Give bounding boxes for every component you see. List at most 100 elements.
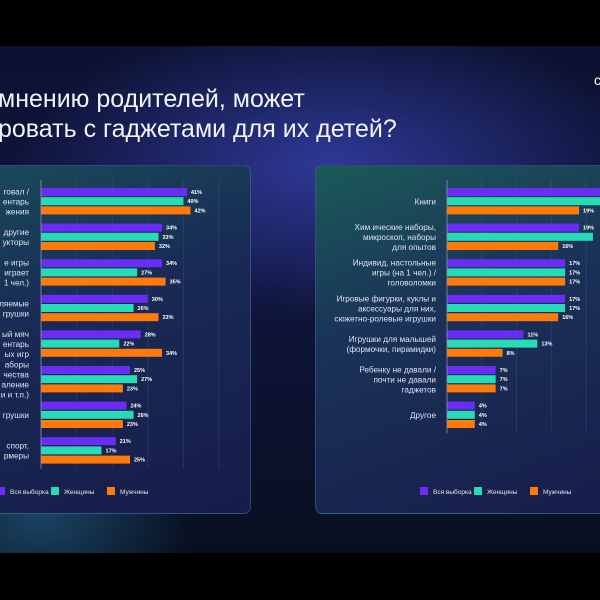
value-label: 7% bbox=[500, 386, 508, 392]
value-label: 17% bbox=[569, 261, 580, 267]
legend-label: Женщины bbox=[487, 489, 518, 496]
value-label: 34% bbox=[166, 261, 177, 267]
bar-Мужчины bbox=[447, 313, 559, 322]
value-label: 35% bbox=[170, 280, 181, 286]
category-label: аление bbox=[1, 381, 29, 390]
bar-Женщины bbox=[447, 197, 600, 206]
value-label: 23% bbox=[127, 386, 138, 392]
bar-Мужчины bbox=[447, 348, 503, 357]
value-label: 28% bbox=[145, 332, 156, 338]
chart-panel-right: Книги 19% Хим.ические наборы, микроскоп, на… bbox=[315, 165, 600, 514]
category-label: Ребенку не давали / bbox=[359, 366, 436, 375]
category-label: аборы bbox=[5, 361, 29, 370]
bar-Мужчины bbox=[41, 206, 191, 215]
category-label: Книги bbox=[415, 198, 436, 207]
legend-swatch bbox=[530, 487, 538, 495]
category-label: ых игр bbox=[5, 350, 30, 359]
bar-Вся выборка bbox=[447, 330, 524, 339]
category-label: аксессуары для них, bbox=[358, 304, 436, 313]
category-label: спорт, bbox=[6, 442, 29, 451]
category-label: ентарь bbox=[3, 340, 29, 349]
legend-swatch bbox=[420, 487, 428, 495]
category-label: (формочки, пирамидки) bbox=[346, 345, 436, 354]
value-label: 19% bbox=[583, 208, 594, 214]
bar-chart-left: говал /ентарьжения41%40%42%другиеукторы3… bbox=[0, 180, 220, 496]
category-label: гаджетов bbox=[402, 386, 436, 395]
value-label: 30% bbox=[152, 297, 163, 303]
category-label: ый мяч bbox=[2, 330, 29, 339]
category-label: сюжетно-ролевые игрушки bbox=[334, 314, 436, 323]
category-label: играет bbox=[4, 269, 29, 278]
bar-Мужчины bbox=[447, 384, 496, 393]
bar-Вся выборка bbox=[447, 366, 496, 374]
legend-label: Мужчины bbox=[120, 489, 149, 496]
bar-Вся выборка bbox=[447, 259, 566, 268]
value-label: 23% bbox=[127, 422, 138, 428]
category-label: Другое bbox=[410, 411, 436, 420]
category-label: укторы bbox=[3, 238, 30, 247]
value-label: 34% bbox=[166, 226, 177, 232]
category-label: Игрушки для малышей bbox=[349, 335, 436, 344]
category-label: игры (на 1 чел.) / bbox=[372, 269, 437, 278]
value-label: 32% bbox=[159, 244, 170, 250]
chart-panel-left: говал / ентарь жения 41% 40% 42% другие укторы 3… bbox=[0, 165, 251, 514]
value-label: 16% bbox=[562, 244, 573, 250]
value-label: 17% bbox=[569, 270, 580, 276]
value-label: 17% bbox=[569, 306, 580, 312]
bar-Женщины bbox=[41, 232, 159, 241]
category-label: головоломки bbox=[388, 279, 436, 288]
bar-Женщины bbox=[41, 410, 134, 419]
bar-Вся выборка bbox=[41, 259, 163, 268]
category-label: грушки bbox=[3, 309, 29, 318]
bar-Женщины bbox=[41, 375, 138, 384]
category-label: 1 чел.) bbox=[4, 279, 29, 288]
value-label: 17% bbox=[106, 448, 117, 454]
bar-Женщины bbox=[447, 232, 593, 241]
bar-Мужчины bbox=[41, 384, 123, 393]
bar-Мужчины bbox=[447, 420, 475, 428]
legend-swatch bbox=[474, 487, 482, 495]
bar-Женщины bbox=[447, 339, 538, 348]
bar-Мужчины bbox=[41, 455, 130, 464]
value-label: 26% bbox=[138, 413, 149, 419]
bar-Женщины bbox=[41, 339, 120, 348]
legend-label: Мужчины bbox=[543, 489, 572, 496]
category-label: микроскоп, наборы bbox=[363, 233, 436, 242]
value-label: 25% bbox=[134, 368, 145, 374]
bar-Вся выборка bbox=[41, 330, 141, 339]
bar-Женщины bbox=[41, 446, 102, 455]
category-label: Хим.ические наборы, bbox=[355, 223, 436, 232]
legend-label: Вся выборка bbox=[10, 488, 49, 496]
bar-Вся выборка bbox=[41, 437, 116, 446]
bar-Мужчины bbox=[447, 277, 566, 286]
value-label: 24% bbox=[130, 404, 141, 410]
value-label: 7% bbox=[500, 368, 508, 374]
category-label: ляемые bbox=[0, 299, 29, 308]
legend-swatch bbox=[0, 487, 5, 495]
category-label: грушки bbox=[3, 411, 29, 420]
value-label: 7% bbox=[500, 377, 508, 383]
bar-Вся выборка bbox=[447, 188, 600, 196]
legend-label: Вся выборка bbox=[433, 488, 472, 496]
bar-Вся выборка bbox=[447, 223, 580, 232]
bar-Вся выборка bbox=[41, 294, 148, 303]
category-label: говал / bbox=[4, 188, 30, 197]
value-label: 4% bbox=[479, 413, 487, 419]
category-label: и и т.п.) bbox=[1, 391, 30, 400]
bar-Мужчины bbox=[447, 206, 580, 215]
value-label: 27% bbox=[141, 377, 152, 383]
title-line-2: ровать с гаджетами для их детей? bbox=[0, 115, 397, 143]
category-label: почти не давали bbox=[373, 376, 436, 385]
legend-label: Женщины bbox=[64, 489, 95, 496]
category-label: ентарь bbox=[3, 198, 29, 207]
bar-Мужчины bbox=[41, 313, 159, 322]
category-label: жения bbox=[5, 208, 29, 217]
bar-chart-right: Книги 19% Хим.ические наборы,микроскоп, на… bbox=[334, 180, 600, 496]
bar-Женщины bbox=[41, 304, 134, 312]
bar-Мужчины bbox=[41, 277, 166, 286]
value-label: 17% bbox=[569, 297, 580, 303]
category-label: Игровые фигурки, куклы и bbox=[336, 294, 436, 303]
bar-Вся выборка bbox=[447, 401, 475, 410]
legend-swatch bbox=[51, 487, 59, 495]
corner-logo-fragment: c bbox=[594, 72, 600, 88]
